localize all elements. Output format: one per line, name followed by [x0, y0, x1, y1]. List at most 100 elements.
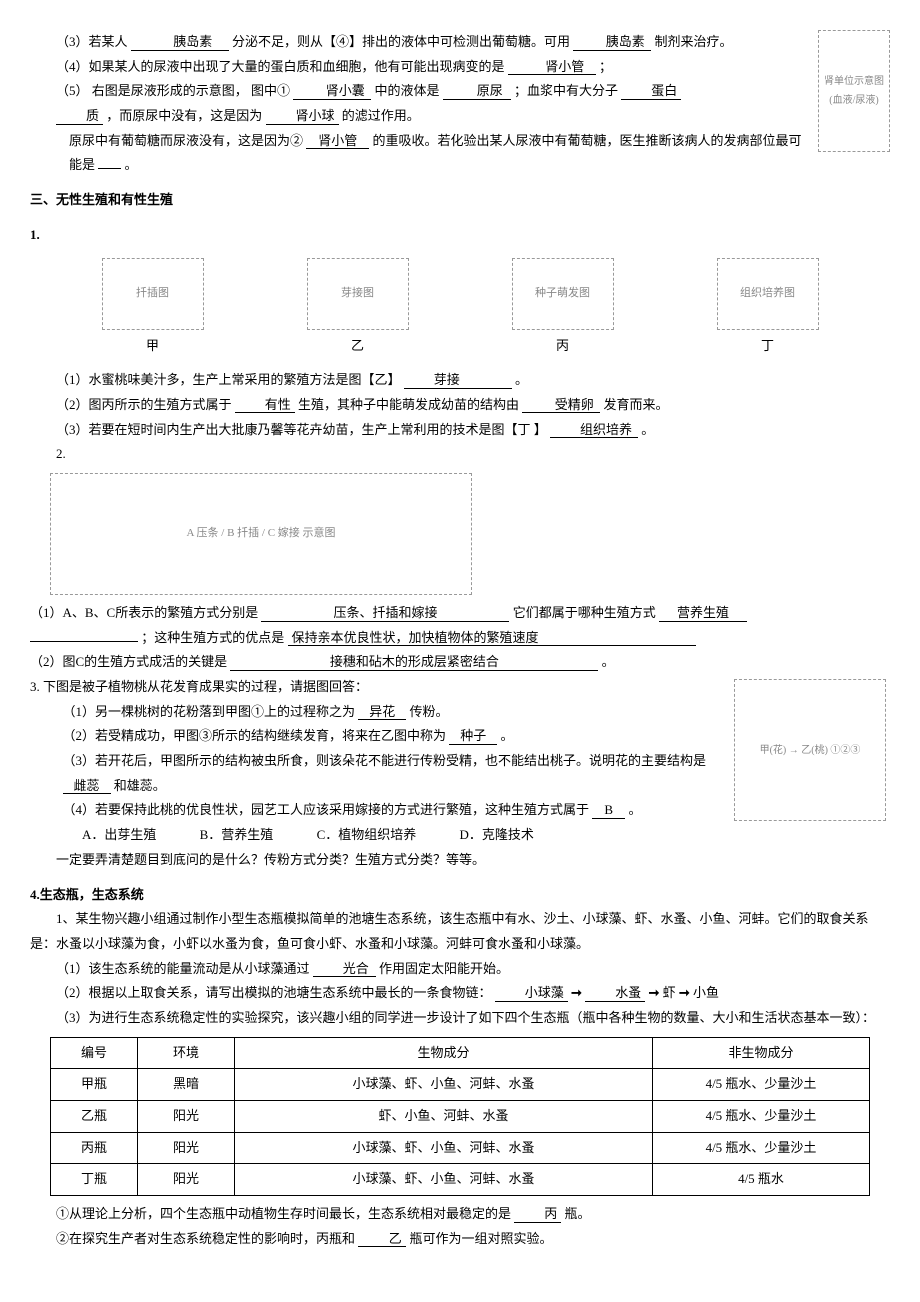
s3-2-2a: （2）图C的生殖方式成活的关键是 [30, 654, 227, 669]
s3-1-3b: 。 [641, 422, 654, 437]
s3-1-2a: （2）图丙所示的生殖方式属于 [56, 397, 232, 412]
s3-3-3a: （3）若开花后，甲图所示的结构被虫所食，则该朵花不能进行传粉受精，也不能结出桃子… [63, 753, 707, 768]
s4-2: （2）根据以上取食关系，请写出模拟的池塘生态系统中最长的一条食物链： 小球藻 ➞… [30, 981, 890, 1006]
td-1-0: 乙瓶 [51, 1101, 138, 1133]
s3-1-1a: （1）水蜜桃味美汁多，生产上常采用的繁殖方法是图【乙】 [56, 372, 401, 387]
opt-a: A．出芽生殖 [82, 823, 156, 848]
eco-row-3: 丁瓶 阳光 小球藻、虾、小鱼、河蚌、水蚤 4/5 瓶水 [51, 1164, 870, 1196]
opt-b: B．营养生殖 [200, 823, 274, 848]
q3-line: （3）若某人 胰岛素 分泌不足，则从【④】排出的液体中可检测出葡萄糖。可用 胰岛… [30, 30, 890, 55]
q3-b: 分泌不足，则从【④】排出的液体中可检测出葡萄糖。可用 [232, 34, 570, 49]
s3-2-2b: 。 [602, 654, 615, 669]
s3-1-2: （2）图丙所示的生殖方式属于 有性 生殖，其种子中能萌发成幼苗的结构由 受精卵 … [30, 393, 890, 418]
kidney-figure-label: 肾单位示意图 (血液/尿液) [819, 72, 889, 110]
s3-1-1-blank: 芽接 [404, 372, 512, 389]
s3-1-3a: （3）若要在短时间内生产出大批康乃馨等花卉幼苗，生产上常利用的技术是图【丁 】 [56, 422, 547, 437]
q5-line2: 质 ，而原尿中没有，这是因为 肾小球 的滤过作用。 [30, 104, 890, 129]
th-3: 非生物成分 [653, 1037, 870, 1069]
eco-row-2: 丙瓶 阳光 小球藻、虾、小鱼、河蚌、水蚤 4/5 瓶水、少量沙土 [51, 1132, 870, 1164]
q5-b1: 肾小囊 [293, 83, 371, 100]
s3-3-1a: （1）另一棵桃树的花粉落到甲图①上的过程称之为 [63, 704, 356, 719]
q5p2-a: 原尿中有葡萄糖而尿液没有，这是因为② [69, 133, 303, 148]
s3-3-4-options: A．出芽生殖 B．营养生殖 C．植物组织培养 D．克隆技术 [30, 823, 890, 848]
kidney-figure: 肾单位示意图 (血液/尿液) [818, 30, 890, 152]
s3-3-4-blank: B [592, 802, 625, 819]
td-1-3: 4/5 瓶水、少量沙土 [653, 1101, 870, 1133]
fig-row-2: A 压条 / B 扦插 / C 嫁接 示意图 [50, 473, 472, 595]
q3-c: 制剂来治疗。 [655, 34, 733, 49]
s3-3-3-blank: 雌蕊 [63, 778, 111, 795]
s3-1-3: （3）若要在短时间内生产出大批康乃馨等花卉幼苗，生产上常利用的技术是图【丁 】 … [30, 418, 890, 443]
s4-2-c4: 小鱼 [693, 985, 719, 1000]
eco-header-row: 编号 环境 生物成分 非生物成分 [51, 1037, 870, 1069]
q5p2-blank: 肾小管 [306, 133, 369, 150]
fig-jia-label: 甲 [102, 334, 204, 359]
s4-c1: ①从理论上分析，四个生态瓶中动植物生存时间最长，生态系统相对最稳定的是 丙 瓶。 [30, 1202, 890, 1227]
s4-c2: ②在探究生产者对生态系统稳定性的影响时，丙瓶和 乙 瓶可作为一组对照实验。 [30, 1227, 890, 1252]
s3-1-2c: 发育而来。 [604, 397, 669, 412]
s3-1-1: （1）水蜜桃味美汁多，生产上常采用的繁殖方法是图【乙】 芽接 。 [30, 368, 890, 393]
q5p2-c: 。 [125, 157, 138, 172]
td-0-1: 黑暗 [138, 1069, 235, 1101]
fig-cell-bing: 种子萌发图 丙 [512, 258, 614, 359]
s3-2-2-blank: 接穗和砧木的形成层紧密结合 [230, 654, 598, 671]
td-0-0: 甲瓶 [51, 1069, 138, 1101]
th-1: 环境 [138, 1037, 235, 1069]
opt-c: C．植物组织培养 [317, 823, 417, 848]
s4-2-c2: 水蚤 [585, 985, 645, 1002]
s4-1: （1）该生态系统的能量流动是从小球藻通过 光合 作用固定太阳能开始。 [30, 957, 890, 982]
s4-c2-blank: 乙 [358, 1231, 406, 1248]
section3-title: 三、无性生殖和有性生殖 [30, 188, 890, 213]
q5-e: 的滤过作用。 [342, 108, 420, 123]
s4-c1b: 瓶。 [565, 1206, 591, 1221]
s4-c2a: ②在探究生产者对生态系统稳定性的影响时，丙瓶和 [56, 1231, 355, 1246]
s3-note: 一定要弄清楚题目到底问的是什么？传粉方式分类？生殖方式分类？等等。 [30, 848, 890, 873]
s4-1-blank: 光合 [313, 961, 376, 978]
q3-blank1: 胰岛素 [131, 34, 229, 51]
td-2-2: 小球藻、虾、小鱼、河蚌、水蚤 [235, 1132, 653, 1164]
fig-row-1: 扦插图 甲 芽接图 乙 种子萌发图 丙 组织培养图 丁 [50, 258, 870, 359]
peach-figure-wrap: 甲(花) → 乙(桃) ①②③ [730, 675, 890, 825]
q5-b3: 蛋白 [621, 83, 681, 100]
q5-line1: （5） 右图是尿液形成的示意图， 图中① 肾小囊 中的液体是 原尿 ；血浆中有大… [30, 79, 890, 104]
arrow-icon-3: ➞ [679, 985, 693, 1000]
td-3-0: 丁瓶 [51, 1164, 138, 1196]
td-1-2: 虾、小鱼、河蚌、水蚤 [235, 1101, 653, 1133]
s4-intro: 1、某生物兴趣小组通过制作小型生态瓶模拟简单的池塘生态系统，该生态瓶中有水、沙土… [30, 907, 890, 956]
arrow-icon-2: ➞ [648, 985, 662, 1000]
fig-cell-ding: 组织培养图 丁 [717, 258, 819, 359]
fig-ding-label: 丁 [717, 334, 819, 359]
fig-cell-jia: 扦插图 甲 [102, 258, 204, 359]
td-0-2: 小球藻、虾、小鱼、河蚌、水蚤 [235, 1069, 653, 1101]
fig-yi-label: 乙 [307, 334, 409, 359]
q5-c: ；血浆中有大分子 [514, 83, 618, 98]
q4-b: ； [599, 59, 612, 74]
s3-2-1-empty [30, 641, 138, 642]
q5-b2: 原尿 [443, 83, 511, 100]
eco-row-1: 乙瓶 阳光 虾、小鱼、河蚌、水蚤 4/5 瓶水、少量沙土 [51, 1101, 870, 1133]
s3-3-3b: 和雄蕊。 [114, 778, 166, 793]
s3-1-2b: 生殖，其种子中能萌发成幼苗的结构由 [298, 397, 519, 412]
td-3-1: 阳光 [138, 1164, 235, 1196]
s3-3-1-blank: 异花 [358, 704, 406, 721]
s3-q2: 2. [30, 442, 890, 467]
opt-d: D．克隆技术 [459, 823, 533, 848]
q5-d: ，而原尿中没有，这是因为 [106, 108, 262, 123]
q5-b4: 肾小球 [266, 108, 339, 125]
s3-3-2b: 。 [501, 728, 514, 743]
s3-3-2a: （2）若受精成功，甲图③所示的结构继续发育，将来在乙图中称为 [63, 728, 447, 743]
td-2-0: 丙瓶 [51, 1132, 138, 1164]
fig-jia: 扦插图 [102, 258, 204, 330]
s3-1-2-b1: 有性 [235, 397, 295, 414]
s4-c1-blank: 丙 [514, 1206, 561, 1223]
eco-row-0: 甲瓶 黑暗 小球藻、虾、小鱼、河蚌、水蚤 4/5 瓶水、少量沙土 [51, 1069, 870, 1101]
s3-2-1c: ；这种生殖方式的优点是 [141, 630, 284, 645]
fig-ding: 组织培养图 [717, 258, 819, 330]
s3-3-2-blank: 种子 [449, 728, 497, 745]
q3-blank2: 胰岛素 [573, 34, 651, 51]
fig-bing: 种子萌发图 [512, 258, 614, 330]
s3-1-3-blank: 组织培养 [550, 422, 638, 439]
peach-figure: 甲(花) → 乙(桃) ①②③ [734, 679, 886, 821]
s4-2a: （2）根据以上取食关系，请写出模拟的池塘生态系统中最长的一条食物链： [56, 985, 492, 1000]
s3-2-1-b2: 营养生殖 [659, 605, 747, 622]
